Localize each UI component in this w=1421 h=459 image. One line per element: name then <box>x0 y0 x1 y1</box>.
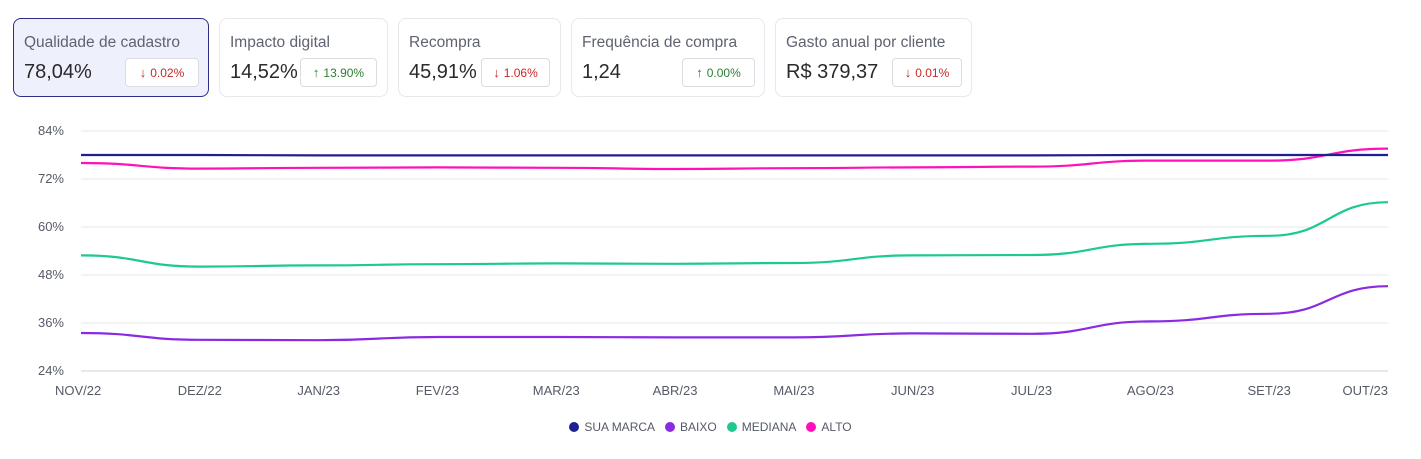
kpi-card-value: 45,91% <box>409 61 477 83</box>
x-tick-label: NOV/22 <box>55 383 101 398</box>
kpi-card-frequencia-compra[interactable]: Frequência de compra 1,24 ↑ 0.00% <box>571 18 765 97</box>
legend-dot-icon <box>806 422 817 432</box>
series-line-baixo[interactable] <box>80 285 1389 342</box>
x-tick-label: ABR/23 <box>653 383 698 398</box>
x-tick-label: JAN/23 <box>297 383 340 398</box>
x-tick-label: AGO/23 <box>1127 383 1174 398</box>
kpi-card-title: Frequência de compra <box>582 34 738 51</box>
legend-dot-icon <box>665 422 676 432</box>
legend-label: ALTO <box>821 420 852 434</box>
change-badge: ↑ 0.00% <box>682 58 755 87</box>
change-value: 13.90% <box>323 65 365 80</box>
x-tick-label: JUN/23 <box>891 383 934 398</box>
arrow-down-icon: ↓ <box>904 65 912 80</box>
y-tick-label: 72% <box>38 171 64 186</box>
change-value: 0.00% <box>706 65 741 80</box>
kpi-card-gasto-anual[interactable]: Gasto anual por cliente R$ 379,37 ↓ 0.01… <box>775 18 972 97</box>
legend-dot-icon <box>726 422 737 432</box>
arrow-up-icon: ↑ <box>696 65 703 80</box>
change-value: 1.06% <box>503 65 538 80</box>
line-chart: 84% 72% 60% 48% 36% 24% NOV/22 DEZ/22 JAN/23 FEV/… <box>38 123 1389 398</box>
x-tick-label: JUL/23 <box>1011 383 1052 398</box>
chart-legend: SUA MARCA BAIXO MEDIANA ALTO <box>0 420 1421 434</box>
x-tick-label: FEV/23 <box>416 383 459 398</box>
kpi-card-value: 78,04% <box>24 61 92 83</box>
x-tick-label: MAI/23 <box>773 383 814 398</box>
x-tick-label: MAR/23 <box>533 383 580 398</box>
x-tick-label: OUT/23 <box>1342 383 1388 398</box>
kpi-card-title: Qualidade de cadastro <box>24 34 180 51</box>
kpi-card-recompra[interactable]: Recompra 45,91% ↓ 1.06% <box>398 18 561 97</box>
legend-dot-icon <box>569 422 580 432</box>
change-value: 0.02% <box>150 65 185 80</box>
change-badge: ↓ 0.02% <box>125 58 199 87</box>
y-tick-label: 84% <box>38 123 64 138</box>
legend-item-alto[interactable]: ALTO <box>806 420 852 434</box>
arrow-down-icon: ↓ <box>139 65 147 80</box>
change-badge: ↓ 1.06% <box>481 58 550 87</box>
arrow-up-icon: ↑ <box>312 65 320 80</box>
y-tick-label: 60% <box>38 219 64 234</box>
series-line-mediana[interactable] <box>80 201 1389 268</box>
y-tick-label: 48% <box>38 267 64 282</box>
y-tick-label: 36% <box>38 315 64 330</box>
kpi-card-value: R$ 379,37 <box>786 61 879 83</box>
legend-label: MEDIANA <box>741 420 797 434</box>
arrow-down-icon: ↓ <box>493 65 500 80</box>
legend-label: BAIXO <box>680 420 717 434</box>
kpi-card-value: 1,24 <box>582 61 621 83</box>
legend-item-sua-marca[interactable]: SUA MARCA <box>569 420 655 434</box>
kpi-card-value: 14,52% <box>230 61 298 83</box>
change-badge: ↓ 0.01% <box>892 58 962 87</box>
x-tick-label: SET/23 <box>1248 383 1291 398</box>
kpi-card-qualidade-cadastro[interactable]: Qualidade de cadastro 78,04% ↓ 0.02% <box>13 18 209 97</box>
series-line-alto[interactable] <box>80 147 1389 171</box>
change-value: 0.01% <box>915 65 950 80</box>
x-tick-label: DEZ/22 <box>178 383 222 398</box>
kpi-card-title: Impacto digital <box>230 34 330 51</box>
y-tick-label: 24% <box>38 363 64 378</box>
change-badge: ↑ 13.90% <box>300 58 377 87</box>
legend-label: SUA MARCA <box>584 420 656 434</box>
kpi-card-title: Gasto anual por cliente <box>786 34 946 51</box>
kpi-card-impacto-digital[interactable]: Impacto digital 14,52% ↑ 13.90% <box>219 18 388 97</box>
legend-item-baixo[interactable]: BAIXO <box>665 420 717 434</box>
kpi-card-title: Recompra <box>409 34 481 51</box>
legend-item-mediana[interactable]: MEDIANA <box>726 420 797 434</box>
